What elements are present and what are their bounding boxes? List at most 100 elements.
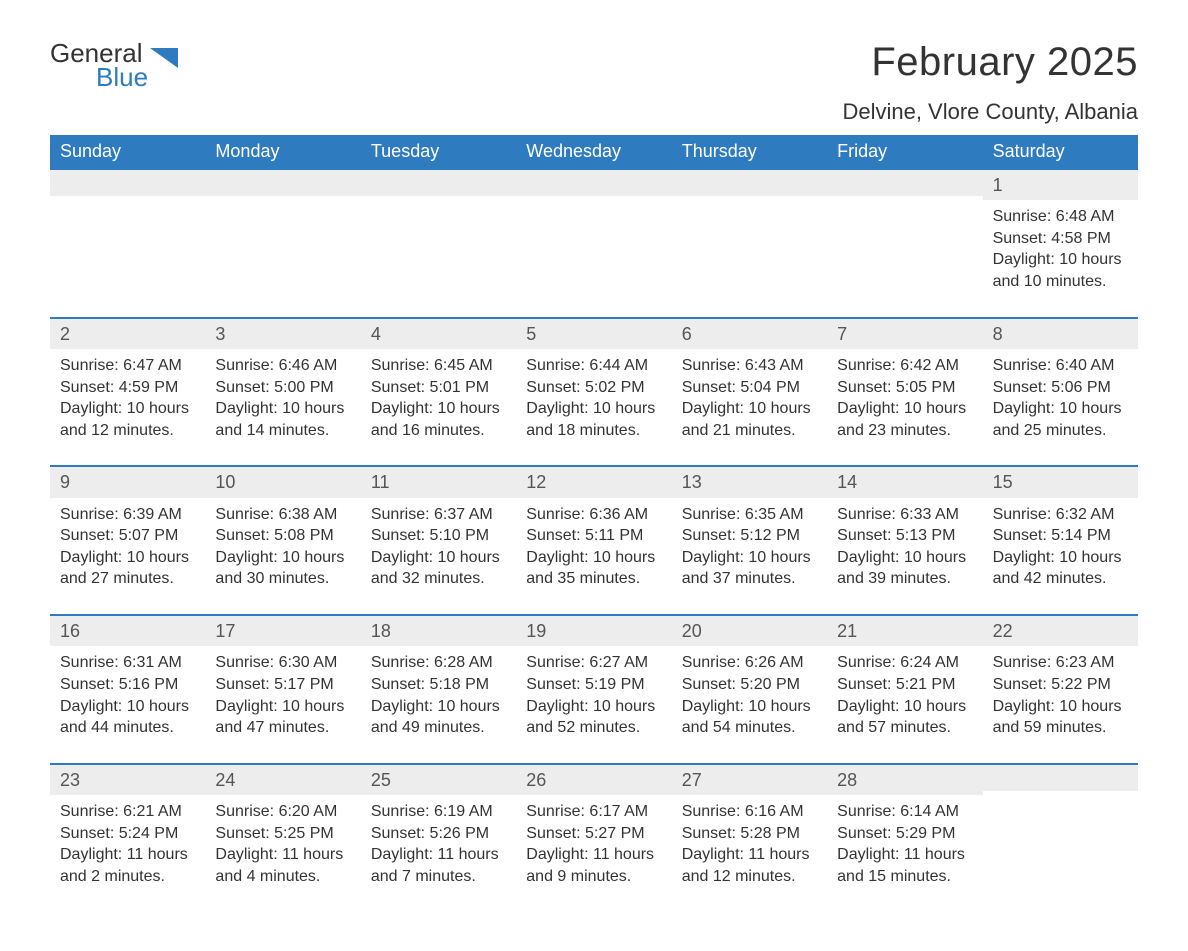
day-number: 1: [983, 170, 1138, 200]
day-cell: [983, 765, 1138, 912]
day-number: 17: [205, 616, 360, 646]
day-sunrise: Sunrise: 6:33 AM: [837, 504, 972, 526]
day-cell: 27Sunrise: 6:16 AMSunset: 5:28 PMDayligh…: [672, 765, 827, 912]
day-sunset: Sunset: 5:01 PM: [371, 377, 506, 399]
day-daylight: Daylight: 10 hours and 12 minutes.: [60, 398, 195, 441]
day-daylight: Daylight: 10 hours and 32 minutes.: [371, 547, 506, 590]
day-number: 24: [205, 765, 360, 795]
day-cell: 6Sunrise: 6:43 AMSunset: 5:04 PMDaylight…: [672, 319, 827, 466]
day-sunset: Sunset: 5:20 PM: [682, 674, 817, 696]
calendar: SundayMondayTuesdayWednesdayThursdayFrid…: [50, 135, 1138, 911]
day-sunrise: Sunrise: 6:20 AM: [215, 801, 350, 823]
day-cell: 8Sunrise: 6:40 AMSunset: 5:06 PMDaylight…: [983, 319, 1138, 466]
day-number: 16: [50, 616, 205, 646]
day-sunset: Sunset: 5:12 PM: [682, 525, 817, 547]
weekday-header: Saturday: [983, 135, 1138, 170]
weekday-header: Thursday: [672, 135, 827, 170]
day-sunrise: Sunrise: 6:43 AM: [682, 355, 817, 377]
day-cell: 13Sunrise: 6:35 AMSunset: 5:12 PMDayligh…: [672, 467, 827, 614]
day-daylight: Daylight: 10 hours and 42 minutes.: [993, 547, 1128, 590]
day-sunset: Sunset: 5:27 PM: [526, 823, 661, 845]
day-sunset: Sunset: 5:25 PM: [215, 823, 350, 845]
day-daylight: Daylight: 10 hours and 47 minutes.: [215, 696, 350, 739]
week-row: 2Sunrise: 6:47 AMSunset: 4:59 PMDaylight…: [50, 317, 1138, 466]
day-number: 27: [672, 765, 827, 795]
day-number: 7: [827, 319, 982, 349]
day-number: 5: [516, 319, 671, 349]
day-cell: 1Sunrise: 6:48 AMSunset: 4:58 PMDaylight…: [983, 170, 1138, 317]
day-sunset: Sunset: 4:59 PM: [60, 377, 195, 399]
day-sunset: Sunset: 5:26 PM: [371, 823, 506, 845]
day-number: 15: [983, 467, 1138, 497]
day-sunset: Sunset: 5:06 PM: [993, 377, 1128, 399]
day-cell: 5Sunrise: 6:44 AMSunset: 5:02 PMDaylight…: [516, 319, 671, 466]
day-daylight: Daylight: 10 hours and 30 minutes.: [215, 547, 350, 590]
day-sunset: Sunset: 4:58 PM: [993, 228, 1128, 250]
day-number: [205, 170, 360, 196]
day-sunrise: Sunrise: 6:37 AM: [371, 504, 506, 526]
day-sunrise: Sunrise: 6:42 AM: [837, 355, 972, 377]
day-number: [516, 170, 671, 196]
day-number: [827, 170, 982, 196]
day-cell: [672, 170, 827, 317]
day-cell: [516, 170, 671, 317]
day-cell: 17Sunrise: 6:30 AMSunset: 5:17 PMDayligh…: [205, 616, 360, 763]
day-cell: 22Sunrise: 6:23 AMSunset: 5:22 PMDayligh…: [983, 616, 1138, 763]
day-sunrise: Sunrise: 6:45 AM: [371, 355, 506, 377]
month-title: February 2025: [842, 40, 1138, 85]
day-number: 19: [516, 616, 671, 646]
day-daylight: Daylight: 10 hours and 35 minutes.: [526, 547, 661, 590]
day-cell: 21Sunrise: 6:24 AMSunset: 5:21 PMDayligh…: [827, 616, 982, 763]
day-sunrise: Sunrise: 6:19 AM: [371, 801, 506, 823]
week-row: 23Sunrise: 6:21 AMSunset: 5:24 PMDayligh…: [50, 763, 1138, 912]
day-number: 22: [983, 616, 1138, 646]
day-sunrise: Sunrise: 6:32 AM: [993, 504, 1128, 526]
day-sunset: Sunset: 5:29 PM: [837, 823, 972, 845]
day-cell: 2 Sunrise: 6:47 AMSunset: 4:59 PMDaylight…: [50, 319, 205, 466]
day-number: 4: [361, 319, 516, 349]
day-cell: 19Sunrise: 6:27 AMSunset: 5:19 PMDayligh…: [516, 616, 671, 763]
brand-part2: Blue: [96, 64, 148, 90]
day-sunrise: Sunrise: 6:39 AM: [60, 504, 195, 526]
day-sunrise: Sunrise: 6:27 AM: [526, 652, 661, 674]
day-sunset: Sunset: 5:11 PM: [526, 525, 661, 547]
day-sunset: Sunset: 5:00 PM: [215, 377, 350, 399]
week-row: 16Sunrise: 6:31 AMSunset: 5:16 PMDayligh…: [50, 614, 1138, 763]
day-sunset: Sunset: 5:22 PM: [993, 674, 1128, 696]
day-sunset: Sunset: 5:17 PM: [215, 674, 350, 696]
day-sunrise: Sunrise: 6:47 AM: [60, 355, 195, 377]
day-sunrise: Sunrise: 6:46 AM: [215, 355, 350, 377]
day-number: 12: [516, 467, 671, 497]
day-daylight: Daylight: 11 hours and 12 minutes.: [682, 844, 817, 887]
day-daylight: Daylight: 10 hours and 18 minutes.: [526, 398, 661, 441]
day-daylight: Daylight: 10 hours and 49 minutes.: [371, 696, 506, 739]
day-number: 2: [50, 319, 205, 349]
day-sunrise: Sunrise: 6:38 AM: [215, 504, 350, 526]
day-daylight: Daylight: 10 hours and 44 minutes.: [60, 696, 195, 739]
day-daylight: Daylight: 10 hours and 21 minutes.: [682, 398, 817, 441]
day-number: [983, 765, 1138, 791]
day-cell: 24Sunrise: 6:20 AMSunset: 5:25 PMDayligh…: [205, 765, 360, 912]
day-number: [361, 170, 516, 196]
day-sunrise: Sunrise: 6:23 AM: [993, 652, 1128, 674]
day-cell: 4Sunrise: 6:45 AMSunset: 5:01 PMDaylight…: [361, 319, 516, 466]
day-cell: 15Sunrise: 6:32 AMSunset: 5:14 PMDayligh…: [983, 467, 1138, 614]
day-number: 9: [50, 467, 205, 497]
day-daylight: Daylight: 10 hours and 25 minutes.: [993, 398, 1128, 441]
day-number: 26: [516, 765, 671, 795]
day-sunrise: Sunrise: 6:17 AM: [526, 801, 661, 823]
day-sunset: Sunset: 5:21 PM: [837, 674, 972, 696]
day-sunrise: Sunrise: 6:26 AM: [682, 652, 817, 674]
day-cell: 12Sunrise: 6:36 AMSunset: 5:11 PMDayligh…: [516, 467, 671, 614]
day-sunrise: Sunrise: 6:24 AM: [837, 652, 972, 674]
day-number: 23: [50, 765, 205, 795]
day-cell: 7Sunrise: 6:42 AMSunset: 5:05 PMDaylight…: [827, 319, 982, 466]
week-row: 9Sunrise: 6:39 AMSunset: 5:07 PMDaylight…: [50, 465, 1138, 614]
weekday-header-row: SundayMondayTuesdayWednesdayThursdayFrid…: [50, 135, 1138, 170]
flag-icon: [150, 46, 178, 66]
day-number: 18: [361, 616, 516, 646]
day-number: 14: [827, 467, 982, 497]
day-sunrise: Sunrise: 6:28 AM: [371, 652, 506, 674]
day-sunset: Sunset: 5:13 PM: [837, 525, 972, 547]
day-sunset: Sunset: 5:04 PM: [682, 377, 817, 399]
